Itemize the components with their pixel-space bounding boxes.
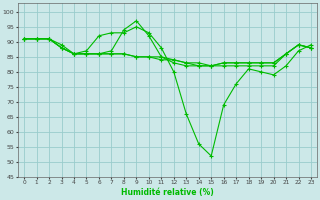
X-axis label: Humidité relative (%): Humidité relative (%) <box>121 188 214 197</box>
